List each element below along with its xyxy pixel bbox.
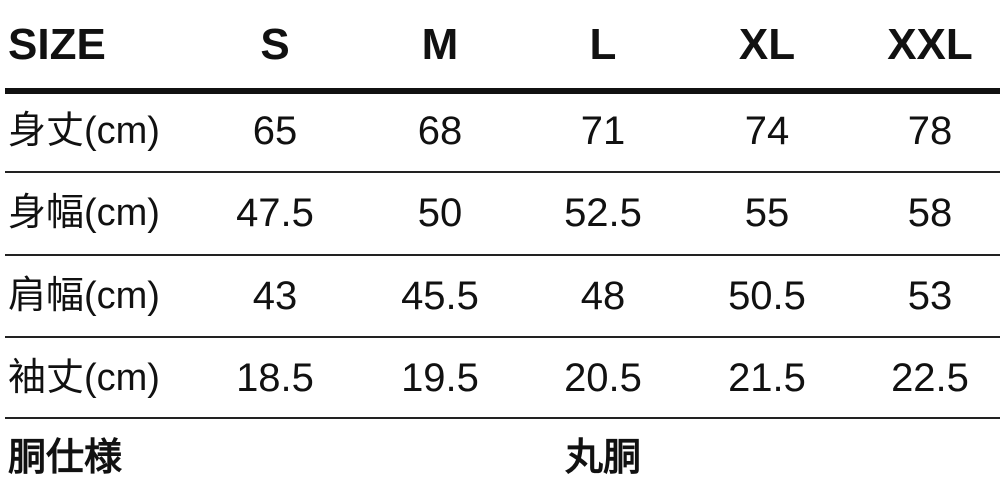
size-xl: XL xyxy=(738,20,796,69)
size-s: S xyxy=(260,20,290,69)
cell: 52.5 xyxy=(564,191,642,235)
cell: 21.5 xyxy=(728,356,806,400)
cell: 43 xyxy=(252,274,298,318)
header-divider xyxy=(5,88,1000,94)
cell: 18.5 xyxy=(236,356,314,400)
cell: 48 xyxy=(580,274,626,318)
cell: 78 xyxy=(907,109,953,153)
row-label: 胴仕様 xyxy=(8,437,123,479)
cell: 20.5 xyxy=(564,356,642,400)
cell: 47.5 xyxy=(236,191,314,235)
cell: 50.5 xyxy=(728,274,806,318)
row-label: 身丈(cm) xyxy=(8,110,160,152)
body-type-row: 胴仕様 丸胴 xyxy=(0,428,1000,488)
row-divider xyxy=(5,336,1000,338)
table-row: 肩幅(cm) 43 45.5 48 50.5 53 xyxy=(0,266,1000,326)
row-divider xyxy=(5,417,1000,419)
cell: 53 xyxy=(907,274,953,318)
cell: 22.5 xyxy=(891,356,969,400)
cell: 74 xyxy=(744,109,790,153)
cell: 71 xyxy=(580,109,626,153)
row-label: 肩幅(cm) xyxy=(8,275,160,317)
size-xxl: XXL xyxy=(887,20,973,69)
size-m: M xyxy=(421,20,459,69)
row-divider xyxy=(5,254,1000,256)
table-row: 袖丈(cm) 18.5 19.5 20.5 21.5 22.5 xyxy=(0,348,1000,408)
size-l: L xyxy=(589,20,617,69)
size-header: SIZE xyxy=(8,20,106,69)
table-row: 身丈(cm) 65 68 71 74 78 xyxy=(0,101,1000,161)
header-row: SIZE S M L XL XXL xyxy=(0,15,1000,75)
table-row: 身幅(cm) 47.5 50 52.5 55 58 xyxy=(0,183,1000,243)
cell: 45.5 xyxy=(401,274,479,318)
cell: 50 xyxy=(417,191,463,235)
cell: 65 xyxy=(252,109,298,153)
row-label: 身幅(cm) xyxy=(8,192,160,234)
cell: 58 xyxy=(907,191,953,235)
cell: 55 xyxy=(744,191,790,235)
body-type-value: 丸胴 xyxy=(564,437,641,479)
cell: 68 xyxy=(417,109,463,153)
row-divider xyxy=(5,171,1000,173)
row-label: 袖丈(cm) xyxy=(8,357,160,399)
cell: 19.5 xyxy=(401,356,479,400)
